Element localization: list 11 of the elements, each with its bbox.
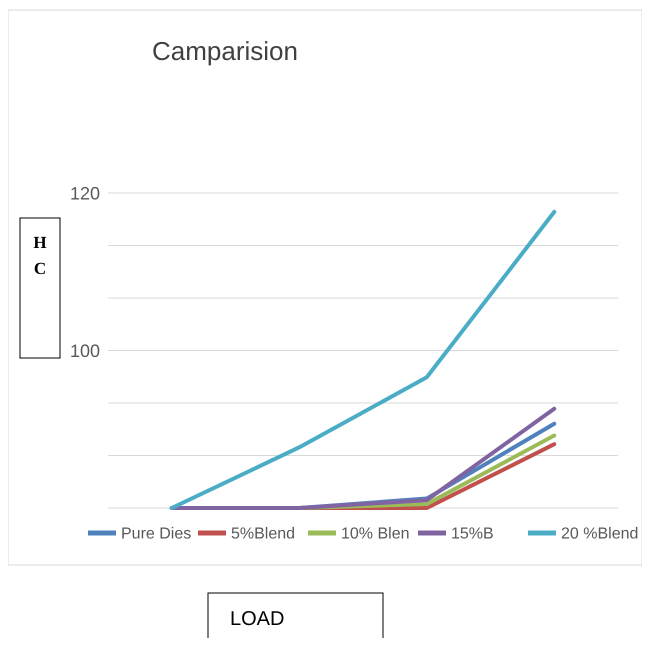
line-series [170,210,556,510]
chart-title: Camparision [152,36,298,66]
y-tick-label: 100 [70,340,100,361]
legend-label: 10% Blen [341,526,410,543]
legend-label: 20 %Blend [561,526,638,543]
legend-label: 5%Blend [231,526,296,543]
x-axis-title: LOAD [230,608,284,630]
y-tick-label: 120 [70,183,100,204]
legend-label: 15%B [451,526,494,543]
y-axis-title: HC [33,233,47,278]
legend-label: Pure Dies [121,526,192,543]
